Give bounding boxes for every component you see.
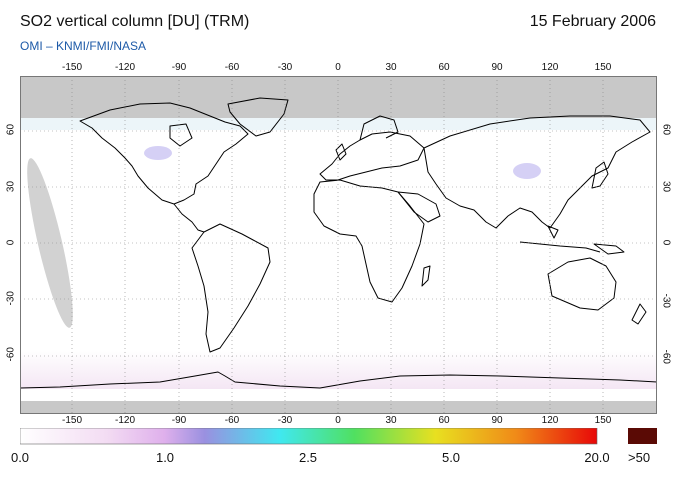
coast-borneo <box>547 225 559 239</box>
south-noise-band <box>20 351 657 389</box>
world-map <box>20 76 657 414</box>
scale-label: 0.0 <box>10 450 30 465</box>
lon-tick-bottom: -60 <box>224 415 240 426</box>
lat-tick-right: 0 <box>660 239 672 246</box>
south-polar-no-data <box>20 401 657 414</box>
lon-tick-top: -30 <box>277 62 293 73</box>
lon-tick-top: 120 <box>541 62 559 73</box>
coastlines <box>20 97 657 389</box>
lon-tick-top: 150 <box>594 62 612 73</box>
no-data-swath-gap <box>27 158 73 328</box>
coast-new-zealand <box>631 303 647 325</box>
scale-label: 1.0 <box>155 450 175 465</box>
coast-antarctica <box>20 371 657 389</box>
lon-tick-bottom: 30 <box>385 415 397 426</box>
lon-tick-bottom: -120 <box>114 415 136 426</box>
overflow-swatch <box>628 428 657 444</box>
lon-tick-bottom: -90 <box>171 415 187 426</box>
so2-patch <box>144 146 172 160</box>
coast-south-america <box>191 223 271 353</box>
scale-label: 20.0 <box>584 450 610 465</box>
lon-tick-bottom: 120 <box>541 415 559 426</box>
coast-hudson-bay <box>169 123 193 147</box>
coast-madagascar <box>421 265 431 287</box>
lon-tick-top: -90 <box>171 62 187 73</box>
lat-tick-right: -30 <box>660 293 672 308</box>
lon-tick-top: 0 <box>335 62 341 73</box>
lon-tick-bottom: -150 <box>61 415 83 426</box>
graticule <box>20 76 657 414</box>
lon-tick-top: 60 <box>438 62 450 73</box>
lat-tick-left: 0 <box>5 239 17 246</box>
north-noise-band <box>20 118 657 130</box>
coast-japan <box>591 161 609 189</box>
color-gradient <box>20 428 598 445</box>
lat-tick-left: -30 <box>5 291 17 306</box>
map-date: 15 February 2006 <box>529 13 656 30</box>
overflow-label: >50 <box>628 450 651 465</box>
lon-tick-top: 90 <box>491 62 503 73</box>
credit-line: OMI – KNMI/FMI/NASA <box>20 39 147 53</box>
coast-arabia <box>397 191 441 223</box>
scale-label: 5.0 <box>441 450 461 465</box>
north-polar-no-data <box>20 76 657 118</box>
lon-tick-bottom: 150 <box>594 415 612 426</box>
lat-tick-left: 60 <box>5 123 17 136</box>
coast-central-america <box>173 203 205 233</box>
coast-scandinavia <box>359 115 399 141</box>
coast-africa <box>313 179 425 303</box>
lon-tick-bottom: 60 <box>438 415 450 426</box>
coast-greenland <box>227 97 289 137</box>
lon-tick-top: -60 <box>224 62 240 73</box>
color-scale <box>20 428 657 445</box>
lat-tick-left: 30 <box>5 180 17 193</box>
lon-tick-top: -120 <box>114 62 136 73</box>
lon-tick-bottom: 0 <box>335 415 341 426</box>
so2-patch <box>513 163 541 179</box>
coast-new-guinea <box>593 243 625 255</box>
map-title: SO2 vertical column [DU] (TRM) <box>20 13 250 30</box>
lon-tick-bottom: -30 <box>277 415 293 426</box>
coast-asia <box>423 115 651 229</box>
coast-british-isles <box>335 143 347 161</box>
coast-indonesia <box>519 241 601 253</box>
lat-tick-right: -60 <box>660 349 672 364</box>
lat-tick-right: 30 <box>660 180 672 193</box>
coast-north-america <box>79 102 249 205</box>
map-frame <box>20 76 657 414</box>
lon-tick-bottom: 90 <box>491 415 503 426</box>
scale-label: 2.5 <box>298 450 318 465</box>
lon-tick-top: 30 <box>385 62 397 73</box>
lon-tick-top: -150 <box>61 62 83 73</box>
lat-tick-right: 60 <box>660 123 672 136</box>
coast-australia <box>547 257 617 311</box>
lat-tick-left: -60 <box>5 347 17 362</box>
